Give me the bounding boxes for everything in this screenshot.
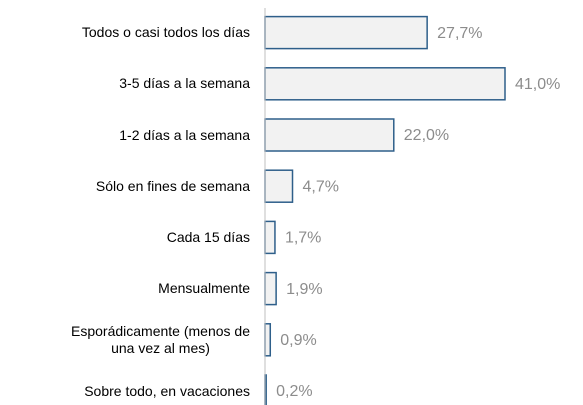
category-label: 3-5 días a la semana — [119, 75, 250, 92]
bar — [264, 220, 276, 255]
value-label: 41,0% — [515, 76, 560, 93]
category-label: Sobre todo, en vacaciones — [84, 382, 250, 399]
category-label-box: Todos o casi todos los días — [82, 13, 250, 53]
category-label-box: Cada 15 días — [167, 217, 250, 257]
category-label-box: Esporádicamente (menos de una vez al mes… — [71, 320, 250, 360]
bar — [264, 169, 294, 203]
category-label: Cada 15 días — [166, 228, 250, 245]
category-label: Mensualmente — [158, 280, 250, 297]
category-label-box: Mensualmente — [158, 269, 250, 309]
value-label: 4,7% — [303, 178, 339, 195]
category-label: Esporádicamente (menos de una vez al mes… — [71, 322, 250, 356]
bar — [264, 118, 395, 152]
category-label-box: Sólo en fines de semana — [96, 166, 250, 206]
value-label: 27,7% — [437, 25, 482, 42]
category-label-box: 1-2 días a la semana — [119, 115, 250, 155]
bar — [264, 323, 272, 357]
bar — [264, 271, 277, 306]
category-label: Sólo en fines de semana — [95, 177, 250, 194]
value-label: 1,9% — [286, 281, 322, 298]
category-label-box: Sobre todo, en vacaciones — [84, 371, 250, 405]
category-label: Todos o casi todos los días — [81, 24, 250, 41]
value-label: 22,0% — [404, 127, 449, 144]
value-label: 0,9% — [280, 332, 316, 349]
value-label: 1,7% — [285, 230, 321, 247]
bar — [264, 15, 428, 50]
category-label: 1-2 días a la semana — [119, 126, 250, 143]
bar — [264, 67, 506, 101]
value-label: 0,2% — [276, 383, 312, 400]
category-label-box: 3-5 días a la semana — [119, 64, 250, 104]
